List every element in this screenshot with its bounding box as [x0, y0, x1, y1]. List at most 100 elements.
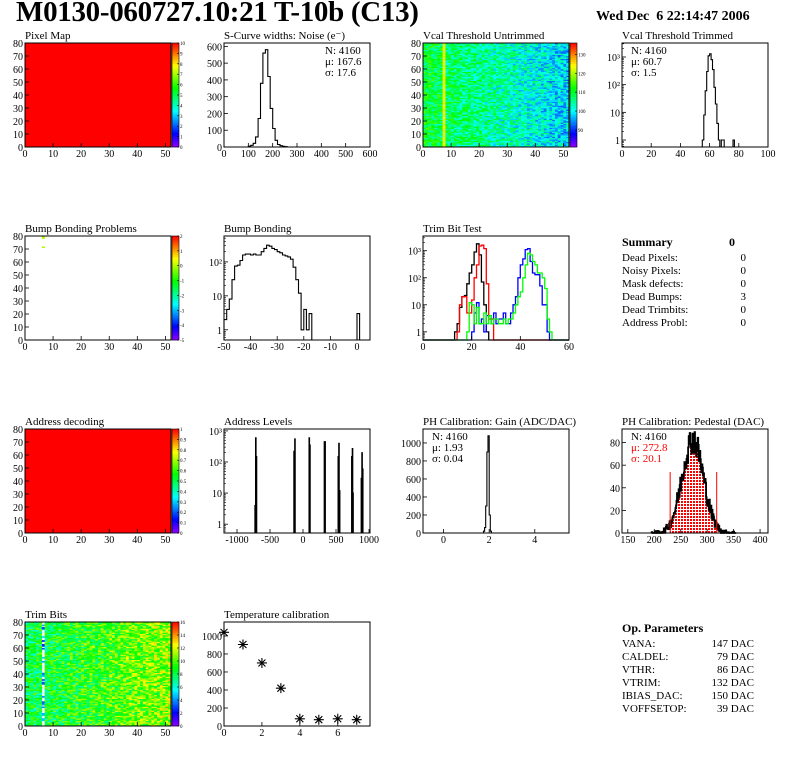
heatmap-cell: [552, 144, 556, 146]
heatmap-cell: [490, 72, 494, 75]
heatmap-cell: [498, 113, 502, 115]
heatmap-cell: [465, 126, 469, 128]
heatmap-cell: [493, 123, 497, 126]
heatmap-cell: [507, 96, 511, 98]
heatmap-cell: [510, 44, 514, 46]
heatmap-cell: [481, 126, 486, 128]
heatmap-cell: [504, 105, 508, 107]
heatmap-cell: [459, 113, 463, 115]
palette-swatch: [172, 335, 179, 339]
heatmap-cell: [453, 76, 457, 79]
heatmap-cell: [487, 89, 491, 92]
heatmap-cell: [470, 84, 474, 87]
heatmap-cell: [462, 79, 466, 81]
heatmap-cell: [465, 119, 469, 122]
heatmap-cell: [481, 87, 486, 89]
heatmap-cell: [431, 135, 435, 137]
chart-title: Vcal Threshold Trimmed: [622, 30, 734, 42]
heatmap-cell: [557, 69, 561, 71]
heatmap-cell: [423, 92, 427, 94]
heatmap-cell: [560, 75, 564, 78]
heatmap-cell: [487, 123, 491, 126]
heatmap-cell: [566, 96, 570, 98]
heatmap-cell: [498, 92, 502, 94]
y-tick-label: 200: [207, 109, 222, 120]
heatmap-cell: [465, 97, 469, 100]
heatmap-cell: [560, 62, 564, 65]
heatmap-cell: [521, 95, 525, 97]
x-tick-label: 0: [23, 342, 28, 353]
heatmap-cell: [552, 140, 556, 143]
heatmap-cell: [434, 105, 438, 107]
heatmap-cell: [512, 63, 516, 66]
heatmap-cell: [479, 43, 483, 45]
heatmap-cell: [515, 61, 519, 63]
heatmap-cell: [521, 45, 525, 48]
heatmap-cell: [428, 58, 432, 61]
heatmap-cell: [487, 109, 491, 111]
heatmap-cell: [456, 62, 460, 65]
heatmap-cell: [442, 66, 446, 68]
heatmap-cell: [473, 69, 477, 71]
heatmap-cell: [535, 100, 539, 102]
heatmap-cell: [442, 141, 446, 144]
heatmap-cell: [445, 82, 449, 84]
heatmap-cell: [549, 74, 553, 76]
heatmap-cell: [526, 132, 530, 135]
heatmap-cell: [423, 137, 427, 140]
heatmap-cell: [563, 101, 567, 104]
heatmap-cell: [501, 48, 505, 50]
palette-swatch: [172, 323, 179, 326]
heatmap-cell: [470, 80, 474, 83]
heatmap-cell: [487, 137, 491, 140]
heatmap-cell: [510, 124, 514, 127]
heatmap-cell: [529, 121, 533, 123]
heatmap-cell: [25, 668, 29, 671]
heatmap-cell: [439, 117, 443, 119]
heatmap-cell: [448, 132, 452, 135]
heatmap-cell: [496, 83, 500, 85]
heatmap-cell: [557, 85, 561, 88]
heatmap-cell: [428, 123, 432, 126]
heatmap-cell: [498, 83, 502, 85]
heatmap-cell: [546, 82, 550, 84]
heatmap-cell: [524, 93, 528, 96]
heatmap-cell: [439, 67, 443, 70]
heatmap-cell: [442, 101, 446, 104]
heatmap-cell: [518, 70, 522, 72]
y-tick-label: 50: [13, 78, 23, 89]
heatmap-cell: [521, 91, 525, 93]
heatmap-cell: [496, 102, 500, 105]
heatmap-cell: [451, 72, 455, 75]
heatmap-cell: [507, 122, 511, 124]
heatmap-cell: [512, 108, 516, 110]
heatmap-cell: [423, 102, 427, 105]
palette-swatch: [570, 117, 577, 121]
heatmap-cell: [27, 697, 31, 699]
heatmap-cell: [481, 71, 486, 74]
palette-swatch: [172, 447, 179, 451]
heatmap-cell: [451, 114, 455, 117]
heatmap-cell: [470, 121, 474, 123]
heatmap-cell: [535, 96, 539, 98]
heatmap-cell: [504, 140, 508, 143]
heatmap-cell: [470, 71, 474, 74]
heatmap-cell: [487, 87, 491, 89]
heatmap-cell: [479, 56, 483, 58]
heatmap-cell: [540, 63, 545, 66]
heatmap-cell: [504, 69, 508, 71]
heatmap-cell: [459, 104, 463, 106]
heatmap-cell: [487, 111, 491, 114]
heatmap-cell: [27, 707, 31, 710]
heatmap-cell: [423, 132, 427, 135]
heatmap-cell: [434, 136, 438, 139]
heatmap-cell: [465, 53, 469, 55]
heatmap-cell: [563, 62, 567, 65]
heatmap-cell: [529, 63, 533, 66]
heatmap-cell: [465, 123, 469, 126]
heatmap-cell: [535, 91, 539, 93]
heatmap-cell: [27, 694, 31, 697]
heatmap-cell: [543, 96, 547, 98]
heatmap-cell: [476, 115, 480, 118]
heatmap-cell: [473, 61, 477, 63]
